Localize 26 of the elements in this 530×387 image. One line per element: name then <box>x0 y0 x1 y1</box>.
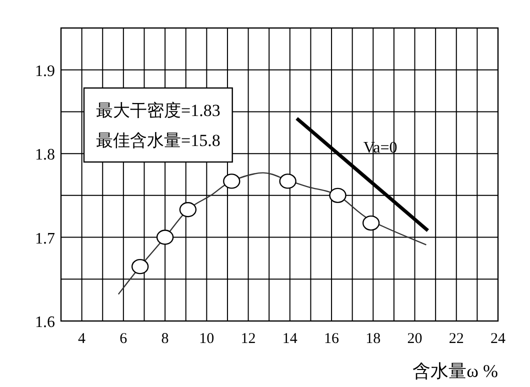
x-tick-label: 8 <box>161 331 169 347</box>
x-tick-label: 20 <box>407 331 422 347</box>
x-tick-label: 24 <box>490 331 506 347</box>
y-tick-label: 1.8 <box>35 146 55 164</box>
x-tick-label: 14 <box>282 331 298 347</box>
point <box>279 174 296 189</box>
x-tick-label: 4 <box>78 331 86 347</box>
y-tick-label: 1.7 <box>35 230 55 248</box>
x-tick-label: 12 <box>240 331 256 347</box>
line-series <box>118 172 427 295</box>
point <box>362 215 380 231</box>
point <box>156 230 174 245</box>
x-axis-title: 含水量ω % <box>412 361 498 381</box>
point <box>131 258 149 274</box>
x-tick-label: 18 <box>366 331 381 347</box>
annotation: 最佳含水量=15.8 <box>96 131 220 150</box>
x-tick-label: 6 <box>120 331 128 347</box>
y-tick-label: 1.9 <box>35 62 55 80</box>
y-tick-label: 1.6 <box>35 314 55 331</box>
annotation: 最大干密度=1.83 <box>96 101 220 120</box>
point <box>223 174 240 189</box>
point <box>329 188 346 204</box>
point <box>179 202 197 218</box>
x-tick-label: 10 <box>199 331 214 347</box>
x-tick-label: 16 <box>324 331 340 347</box>
x-tick-label: 22 <box>448 331 464 347</box>
